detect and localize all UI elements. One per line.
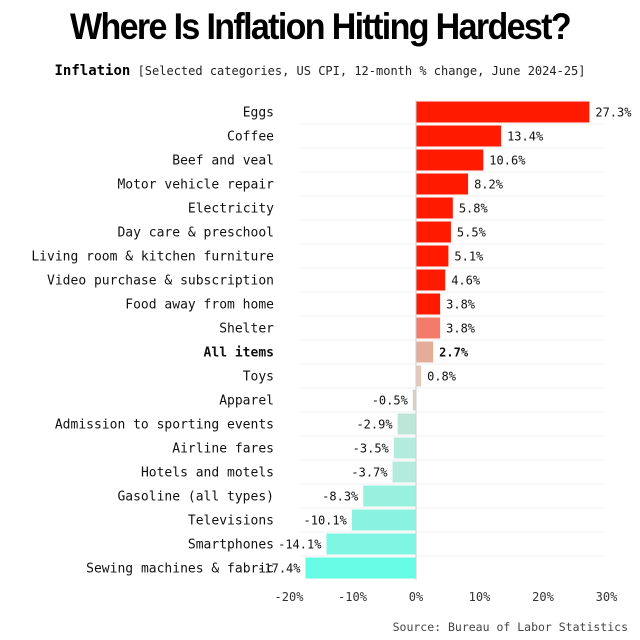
subtitle-bold: Inflation (54, 63, 131, 79)
value-label: 4.6% (451, 274, 481, 288)
category-label: Televisions (188, 514, 274, 529)
value-label: 3.8% (446, 298, 476, 312)
x-tick-label: 0% (409, 590, 424, 604)
category-label: Sewing machines & fabric (86, 562, 274, 577)
category-label: Day care & preschool (117, 226, 274, 241)
value-label: 8.2% (474, 178, 504, 192)
category-label: Hotels and motels (141, 466, 274, 481)
source-note: Source: Bureau of Labor Statistics (392, 620, 628, 634)
x-tick-label: -20% (275, 590, 305, 604)
chart-subtitle: Inflation [Selected categories, US CPI, … (0, 63, 640, 79)
bar (416, 101, 590, 123)
category-label: Gasoline (all types) (117, 490, 274, 505)
value-label: 0.8% (427, 370, 457, 384)
value-label: 27.3% (595, 106, 632, 120)
x-tick-label: 30% (596, 590, 618, 604)
bar (412, 389, 416, 411)
bar (351, 509, 416, 531)
x-tick-label: -10% (338, 590, 368, 604)
bar (416, 365, 422, 387)
bar (416, 293, 441, 315)
category-label: Motor vehicle repair (117, 178, 274, 193)
category-label: Shelter (219, 322, 274, 337)
value-label: -8.3% (322, 490, 359, 504)
bar (305, 557, 416, 579)
subtitle-description: [Selected categories, US CPI, 12-month %… (137, 64, 586, 78)
value-label: -17.4% (257, 562, 301, 576)
category-label: All items (204, 346, 274, 361)
category-label: Apparel (219, 394, 274, 409)
category-label: Living room & kitchen furniture (31, 250, 274, 265)
bar (416, 245, 449, 267)
value-label: -2.9% (356, 418, 393, 432)
bar (416, 317, 441, 339)
x-tick-label: 20% (532, 590, 554, 604)
value-label: -3.7% (351, 466, 388, 480)
category-label: Coffee (227, 130, 274, 145)
category-label: Admission to sporting events (55, 418, 274, 433)
bar (397, 413, 416, 435)
bar (326, 533, 416, 555)
category-label: Video purchase & subscription (47, 274, 274, 289)
value-label: 3.8% (446, 322, 476, 336)
bar (416, 173, 469, 195)
value-label: -3.5% (353, 442, 390, 456)
value-label: -10.1% (304, 514, 348, 528)
category-label: Eggs (243, 106, 274, 121)
bar (416, 125, 502, 147)
value-label: -14.1% (278, 538, 322, 552)
category-label: Smartphones (188, 538, 274, 553)
bar (416, 269, 446, 291)
value-label: -0.5% (372, 394, 409, 408)
x-tick-label: 10% (469, 590, 491, 604)
value-label: 2.7% (439, 346, 469, 360)
value-label: 13.4% (507, 130, 544, 144)
value-label: 5.8% (459, 202, 489, 216)
category-label: Electricity (188, 202, 274, 217)
bar (416, 197, 453, 219)
value-label: 10.6% (489, 154, 526, 168)
value-label: 5.5% (457, 226, 487, 240)
category-label: Food away from home (125, 298, 274, 313)
category-label: Beef and veal (172, 154, 274, 169)
chart-title: Where Is Inflation Hitting Hardest? (70, 6, 572, 47)
bar (416, 149, 484, 171)
bar (363, 485, 416, 507)
bar (416, 221, 451, 243)
bar (416, 341, 434, 363)
category-label: Toys (243, 370, 274, 385)
category-label: Airline fares (172, 442, 274, 457)
bar (393, 437, 416, 459)
bar (392, 461, 416, 483)
value-label: 5.1% (454, 250, 484, 264)
